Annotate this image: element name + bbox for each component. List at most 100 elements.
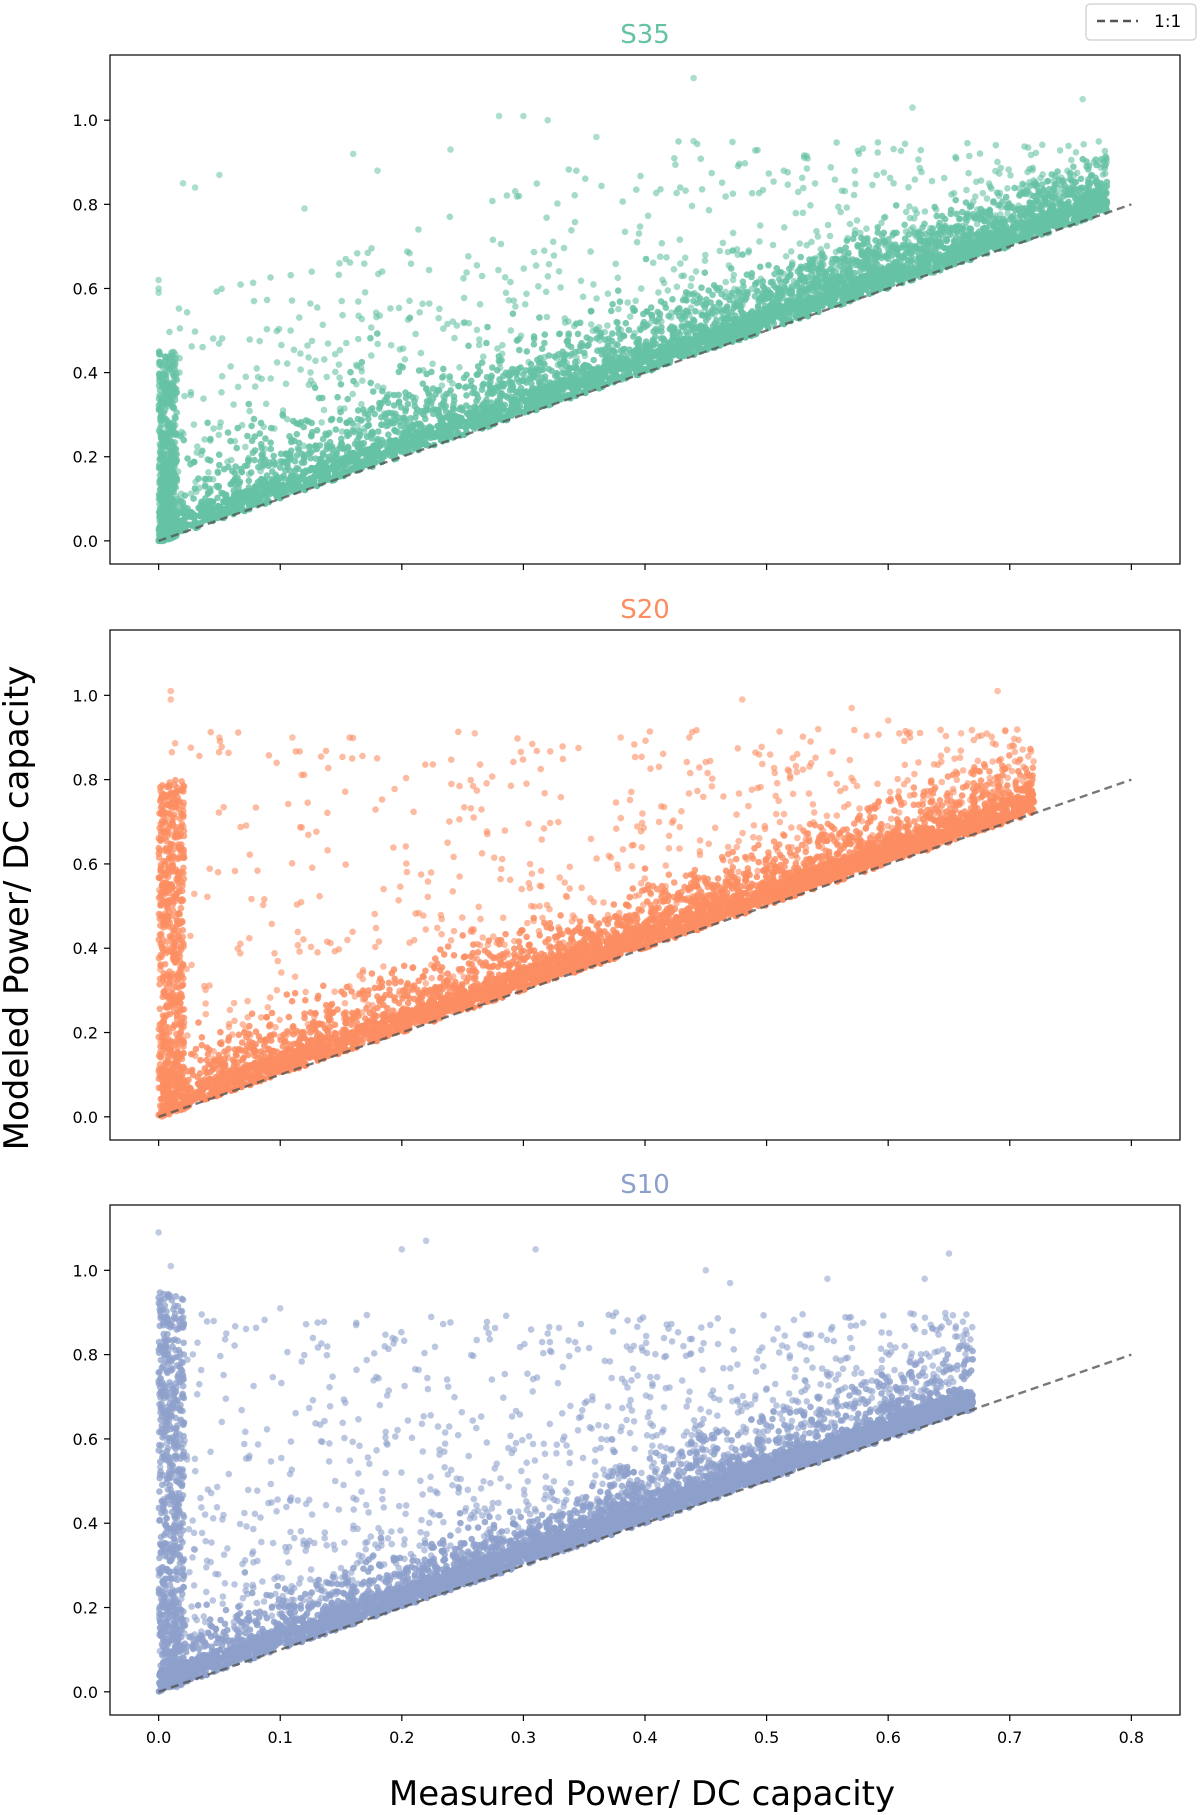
scatter-point xyxy=(814,303,821,311)
scatter-point xyxy=(654,308,661,316)
scatter-point xyxy=(457,418,464,426)
scatter-point xyxy=(729,229,737,237)
scatter-point xyxy=(270,452,278,460)
scatter-point xyxy=(647,304,655,311)
scatter-point xyxy=(573,369,581,377)
scatter-point xyxy=(442,408,450,416)
scatter-point xyxy=(720,325,727,332)
scatter-point xyxy=(521,301,529,308)
scatter-point xyxy=(463,392,470,399)
scatter-point xyxy=(773,311,780,318)
scatter-point xyxy=(660,346,667,354)
scatter-point xyxy=(622,362,629,370)
scatter-point xyxy=(512,407,520,415)
scatter-point xyxy=(190,458,198,466)
scatter-point xyxy=(463,269,470,276)
scatter-point xyxy=(256,430,264,437)
scatter-point xyxy=(931,256,938,263)
scatter-point xyxy=(915,156,922,163)
scatter-point xyxy=(524,398,531,405)
scatter-point xyxy=(236,478,244,486)
scatter-point xyxy=(549,380,556,388)
scatter-point xyxy=(168,431,176,438)
scatter-point xyxy=(669,296,676,303)
scatter-point xyxy=(1070,216,1078,223)
scatter-point xyxy=(874,149,881,156)
scatter-point xyxy=(265,498,273,506)
scatter-point xyxy=(323,431,331,439)
scatter-point xyxy=(358,368,366,375)
scatter-point xyxy=(372,449,380,457)
scatter-point xyxy=(312,455,320,462)
scatter-point xyxy=(231,437,239,445)
scatter-point xyxy=(501,274,509,281)
scatter-point xyxy=(500,406,507,413)
scatter-points xyxy=(155,74,1111,545)
scatter-point xyxy=(921,208,929,215)
scatter-point xyxy=(476,414,484,422)
scatter-point xyxy=(692,268,700,275)
scatter-point xyxy=(347,368,354,376)
scatter-point xyxy=(636,365,644,373)
scatter-point xyxy=(451,334,458,342)
scatter-point xyxy=(446,213,454,221)
scatter-point xyxy=(719,239,727,247)
scatter-point xyxy=(990,241,998,249)
scatter-point xyxy=(238,500,246,508)
scatter-point xyxy=(953,210,960,218)
scatter-point xyxy=(512,366,519,374)
scatter-point xyxy=(162,463,170,471)
scatter-point xyxy=(214,494,221,502)
scatter-point xyxy=(955,215,963,223)
scatter-point xyxy=(886,280,894,288)
scatter-point xyxy=(329,457,337,464)
scatter-point xyxy=(1036,221,1043,228)
scatter-point xyxy=(943,256,950,263)
scatter-point xyxy=(473,371,481,379)
scatter-point xyxy=(419,380,427,388)
scatter-point xyxy=(539,374,546,382)
scatter-point xyxy=(327,416,335,424)
scatter-point xyxy=(190,421,198,428)
scatter-point xyxy=(308,419,316,427)
scatter-point xyxy=(716,336,723,344)
scatter-point xyxy=(873,171,880,179)
scatter-point xyxy=(807,202,814,209)
scatter-point xyxy=(233,444,240,452)
scatter-point xyxy=(817,245,825,253)
scatter-point xyxy=(204,419,211,427)
scatter-point xyxy=(218,389,225,396)
scatter-point xyxy=(290,482,298,489)
scatter-point xyxy=(973,220,981,228)
scatter-point xyxy=(1096,207,1104,214)
scatter-point xyxy=(155,461,163,469)
scatter-point xyxy=(274,489,282,497)
scatter-point xyxy=(669,344,677,352)
scatter-point xyxy=(180,436,188,444)
scatter-point xyxy=(512,303,519,310)
scatter-point xyxy=(415,226,422,233)
scatter-point xyxy=(555,268,563,275)
scatter-point xyxy=(648,311,656,319)
scatter-point xyxy=(204,456,212,463)
scatter-point xyxy=(206,485,214,493)
scatter-point xyxy=(533,180,541,187)
scatter-point xyxy=(459,407,466,414)
scatter-point xyxy=(563,359,571,367)
scatter-point xyxy=(925,267,932,275)
legend: 1:1 xyxy=(1085,3,1197,41)
scatter-point xyxy=(251,456,258,464)
scatter-point xyxy=(697,309,705,317)
scatter-point xyxy=(1095,138,1103,145)
scatter-point xyxy=(229,467,236,475)
scatter-point xyxy=(245,477,253,485)
scatter-point xyxy=(642,338,650,345)
scatter-point xyxy=(297,350,304,357)
scatter-point xyxy=(300,459,308,466)
scatter-point xyxy=(218,335,226,342)
scatter-point xyxy=(294,444,302,452)
scatter-point xyxy=(620,332,628,340)
scatter-point xyxy=(907,257,915,265)
scatter-point xyxy=(167,520,174,527)
